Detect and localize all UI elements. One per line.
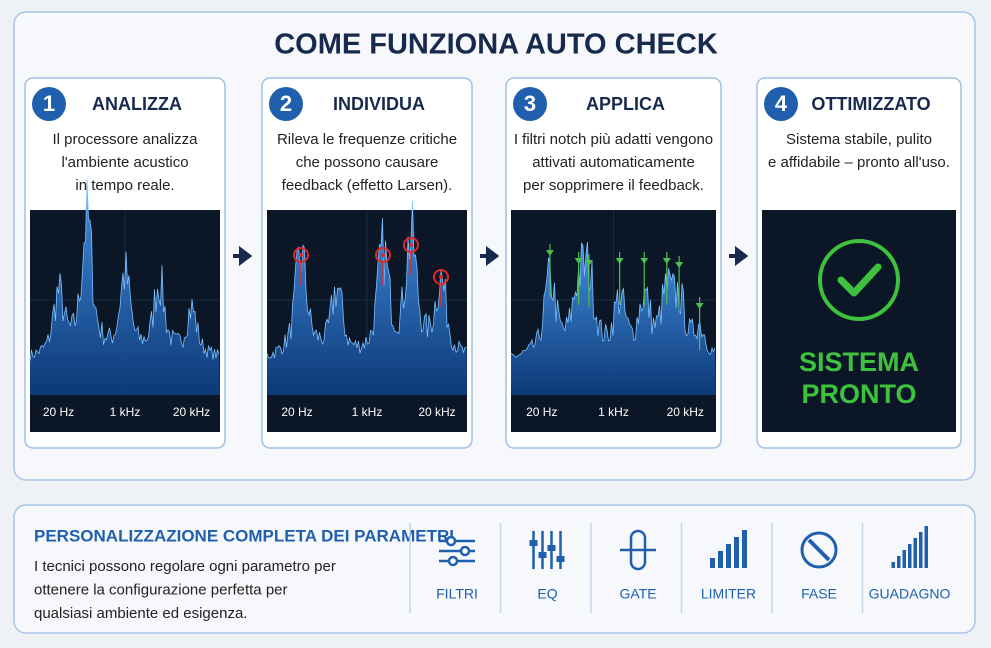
feedback-marker xyxy=(403,237,419,253)
icon xyxy=(908,544,912,568)
axis-label: 20 kHz xyxy=(667,405,704,419)
icon xyxy=(807,538,831,562)
icon xyxy=(919,532,923,568)
process-panel xyxy=(13,11,976,481)
check-ring xyxy=(818,239,900,321)
customization-title: PERSONALIZZAZIONE COMPLETA DEI PARAMETRI xyxy=(34,526,454,545)
notch-arrow xyxy=(662,258,671,264)
icon xyxy=(800,531,838,569)
icon xyxy=(529,540,538,546)
icon xyxy=(891,562,895,568)
step-text: Sistema stabile, pulito xyxy=(786,131,932,148)
step-text: e affidabile – pronto all'uso. xyxy=(768,154,950,171)
spectrum xyxy=(267,200,467,395)
tool-label: FASE xyxy=(801,586,837,602)
feedback-dot xyxy=(439,275,443,279)
step-title: OTTIMIZZATO xyxy=(811,94,930,114)
flow-arrow xyxy=(480,246,500,266)
step-text: in tempo reale. xyxy=(75,177,174,194)
feedback-dot xyxy=(299,253,303,257)
icon xyxy=(556,556,565,562)
step-number: 1 xyxy=(43,91,55,116)
icon xyxy=(445,535,457,547)
icon xyxy=(459,545,471,557)
step-number: 2 xyxy=(280,91,292,116)
icon xyxy=(547,545,556,551)
step-text: feedback (effetto Larsen). xyxy=(282,177,453,194)
status-text: SISTEMA xyxy=(799,347,919,377)
step-title: ANALIZZA xyxy=(92,94,182,114)
feedback-dot xyxy=(409,243,413,247)
icon xyxy=(897,556,901,568)
icon xyxy=(710,558,715,568)
check-mark xyxy=(837,263,882,297)
icon xyxy=(718,551,723,568)
step-text: per sopprimere il feedback. xyxy=(523,177,704,194)
icon xyxy=(742,530,747,568)
step-badge xyxy=(513,87,547,121)
status-text: PRONTO xyxy=(801,379,916,409)
customization-text: I tecnici possono regolare ogni parametr… xyxy=(34,558,336,575)
icon xyxy=(734,537,739,568)
notch-arrow xyxy=(695,303,704,309)
icon xyxy=(913,538,917,568)
notch-arrow xyxy=(675,262,684,268)
axis-label: 1 kHz xyxy=(110,405,141,419)
axis-label: 20 kHz xyxy=(418,405,455,419)
step-text: Il processore analizza xyxy=(52,131,198,148)
step-text: attivati automaticamente xyxy=(532,154,695,171)
step-title: APPLICA xyxy=(586,94,665,114)
notch-arrow xyxy=(640,258,649,264)
spectrum-line xyxy=(29,179,220,361)
step-text: Rileva le frequenze critiche xyxy=(277,131,457,148)
step-number: 3 xyxy=(524,91,536,116)
axis-label: 20 Hz xyxy=(281,405,312,419)
notch-arrow xyxy=(574,258,583,264)
icon xyxy=(902,550,906,568)
flow-arrow xyxy=(233,246,253,266)
step-text: l'ambiente acustico xyxy=(61,154,188,171)
axis-label: 20 kHz xyxy=(173,405,210,419)
notch-arrow xyxy=(584,260,593,266)
icon xyxy=(924,526,928,568)
tool-label: FILTRI xyxy=(436,586,478,602)
step-number: 4 xyxy=(775,91,788,116)
feedback-marker xyxy=(293,247,309,263)
spectrum xyxy=(511,241,716,395)
step-badge xyxy=(32,87,66,121)
step-badge xyxy=(269,87,303,121)
spectrum-line xyxy=(510,241,716,358)
icon xyxy=(726,544,731,568)
icon xyxy=(447,555,459,567)
axis-label: 1 kHz xyxy=(598,405,629,419)
axis-label: 1 kHz xyxy=(352,405,383,419)
step-text: I filtri notch più adatti vengono xyxy=(514,131,713,148)
notch-arrow xyxy=(615,258,624,264)
tool-label: EQ xyxy=(537,586,557,602)
flow-arrow xyxy=(729,246,749,266)
step-badge xyxy=(764,87,798,121)
step-text: che possono causare xyxy=(296,154,439,171)
customization-text: ottenere la configurazione perfetta per xyxy=(34,581,288,598)
tool-label: LIMITER xyxy=(701,586,756,602)
icon xyxy=(538,552,547,558)
feedback-marker xyxy=(433,269,449,285)
customization-text: qualsiasi ambiente ed esigenza. xyxy=(34,605,247,622)
tool-label: GATE xyxy=(619,586,656,602)
tool-label: GUADAGNO xyxy=(869,586,951,602)
feedback-dot xyxy=(381,253,385,257)
axis-label: 20 Hz xyxy=(526,405,557,419)
feedback-marker xyxy=(375,247,391,263)
axis-label: 20 Hz xyxy=(43,405,74,419)
notch-arrow xyxy=(545,250,554,256)
title: COME FUNZIONA AUTO CHECK xyxy=(274,29,718,61)
step-title: INDIVIDUA xyxy=(333,94,425,114)
